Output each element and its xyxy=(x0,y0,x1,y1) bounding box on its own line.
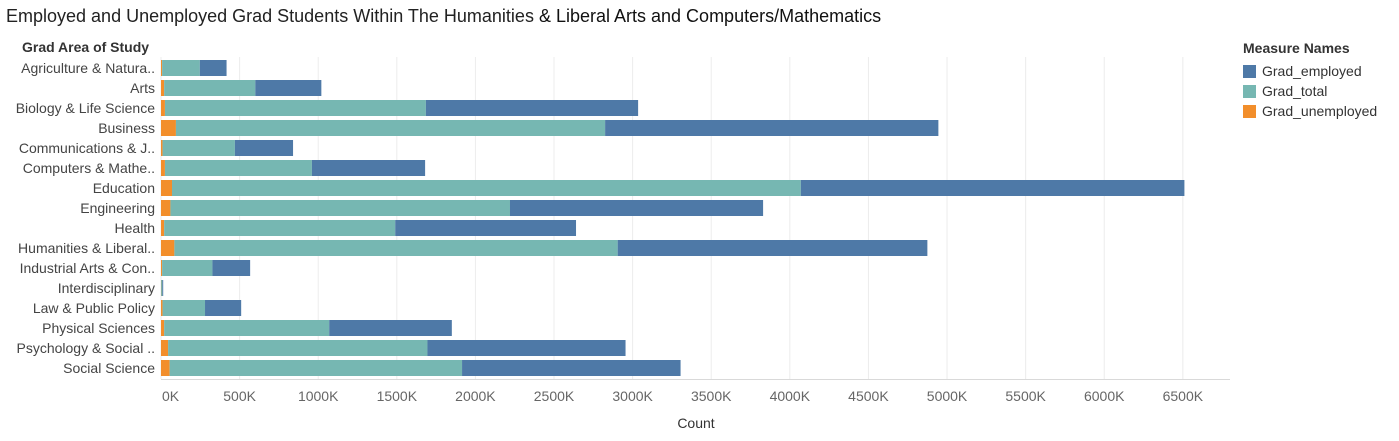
category-label: Interdisciplinary xyxy=(58,280,155,296)
bar-segment[interactable] xyxy=(162,280,164,296)
bar-segment[interactable] xyxy=(164,100,426,116)
bar-segment[interactable] xyxy=(161,100,165,116)
bar-segment[interactable] xyxy=(161,360,170,376)
bar-segment[interactable] xyxy=(161,260,163,276)
category-label: Humanities & Liberal.. xyxy=(18,240,155,256)
bar-segment[interactable] xyxy=(168,340,428,356)
bar-segment[interactable] xyxy=(162,260,213,276)
bar-segment[interactable] xyxy=(161,280,163,296)
bar-segment[interactable] xyxy=(161,300,163,316)
legend-swatch xyxy=(1243,84,1256,98)
bar-segment[interactable] xyxy=(161,80,165,96)
category-label: Health xyxy=(115,220,155,236)
x-tick-label: 5500K xyxy=(1005,388,1046,404)
bar-segment[interactable] xyxy=(161,140,163,156)
x-tick-label: 0K xyxy=(162,388,180,404)
bar-segment[interactable] xyxy=(175,120,606,136)
x-tick-label: 5000K xyxy=(927,388,968,404)
bar-segment[interactable] xyxy=(161,160,165,176)
category-label: Social Science xyxy=(63,360,155,376)
bar-segment[interactable] xyxy=(161,340,169,356)
x-tick-label: 1500K xyxy=(377,388,418,404)
bar-segment[interactable] xyxy=(162,140,235,156)
legend-item[interactable]: Grad_employed xyxy=(1243,61,1377,81)
legend-items: Grad_employed Grad_total Grad_unemployed xyxy=(1243,61,1377,121)
bar-segment[interactable] xyxy=(170,200,510,216)
bar-segment[interactable] xyxy=(164,320,330,336)
legend-label: Grad_unemployed xyxy=(1262,103,1378,119)
x-tick-label: 6500K xyxy=(1163,388,1204,404)
bar-segment[interactable] xyxy=(161,200,171,216)
legend-item[interactable]: Grad_unemployed xyxy=(1243,101,1377,121)
category-label: Computers & Mathe.. xyxy=(23,160,155,176)
bar-segment[interactable] xyxy=(164,220,396,236)
bar-segment[interactable] xyxy=(199,60,227,76)
bar-segment[interactable] xyxy=(161,320,165,336)
bar-segment[interactable] xyxy=(311,160,426,176)
category-label: Agriculture & Natura.. xyxy=(21,60,155,76)
bar-segment[interactable] xyxy=(509,200,764,216)
legend-swatch xyxy=(1243,64,1256,78)
y-axis-title: Grad Area of Study xyxy=(22,39,149,55)
legend-label: Grad_employed xyxy=(1262,63,1362,79)
category-label: Psychology & Social .. xyxy=(16,340,155,356)
category-label: Law & Public Policy xyxy=(33,300,155,316)
bar-segment[interactable] xyxy=(234,140,294,156)
category-label: Engineering xyxy=(80,200,155,216)
chart-title-part1: Employed and Unemployed Grad Students Wi… xyxy=(6,6,534,26)
bar-segment[interactable] xyxy=(212,260,251,276)
x-tick-label: 4500K xyxy=(848,388,889,404)
bar-segment[interactable] xyxy=(205,300,242,316)
bar-segment[interactable] xyxy=(161,60,163,76)
x-tick-label: 4000K xyxy=(770,388,811,404)
bar-segment[interactable] xyxy=(162,60,200,76)
bar-segment[interactable] xyxy=(462,360,681,376)
legend-swatch xyxy=(1243,104,1256,118)
legend: Measure Names Grad_employed Grad_total Gra… xyxy=(1243,40,1377,121)
bar-segment[interactable] xyxy=(161,240,175,256)
bar-segment[interactable] xyxy=(329,320,452,336)
x-axis-title: Count xyxy=(677,415,714,431)
category-label: Education xyxy=(93,180,155,196)
bar-segment[interactable] xyxy=(162,300,206,316)
category-label: Business xyxy=(98,120,155,136)
bar-segment[interactable] xyxy=(172,180,801,196)
x-tick-label: 6000K xyxy=(1084,388,1125,404)
bar-segment[interactable] xyxy=(161,220,165,236)
bar-segment[interactable] xyxy=(161,180,173,196)
bar-segment[interactable] xyxy=(800,180,1185,196)
bar-segment[interactable] xyxy=(164,80,256,96)
bar-segment[interactable] xyxy=(164,160,312,176)
category-label: Communications & J.. xyxy=(19,140,155,156)
bar-segment[interactable] xyxy=(161,120,176,136)
x-tick-label: 1000K xyxy=(298,388,339,404)
legend-label: Grad_total xyxy=(1262,83,1328,99)
chart-title-part2: & Liberal Arts and Computers/Mathematics xyxy=(538,6,882,26)
chart-title: Employed and Unemployed Grad Students Wi… xyxy=(6,6,881,27)
x-tick-label: 3500K xyxy=(691,388,732,404)
bar-segment[interactable] xyxy=(395,220,577,236)
x-tick-label: 2000K xyxy=(455,388,496,404)
legend-item[interactable]: Grad_total xyxy=(1243,81,1377,101)
bar-segment[interactable] xyxy=(169,360,463,376)
category-label: Industrial Arts & Con.. xyxy=(20,260,155,276)
bar-segment[interactable] xyxy=(605,120,939,136)
category-label: Biology & Life Science xyxy=(16,100,156,116)
category-label: Physical Sciences xyxy=(42,320,155,336)
bar-segment[interactable] xyxy=(255,80,322,96)
x-tick-label: 500K xyxy=(223,388,256,404)
bar-segment[interactable] xyxy=(425,100,639,116)
x-tick-label: 2500K xyxy=(534,388,575,404)
bar-chart: Grad Area of Study Agriculture & Natura..… xyxy=(16,39,1230,431)
legend-title: Measure Names xyxy=(1243,40,1350,56)
bar-segment[interactable] xyxy=(617,240,928,256)
bar-segment[interactable] xyxy=(174,240,618,256)
category-label: Arts xyxy=(130,80,155,96)
bar-segment[interactable] xyxy=(427,340,626,356)
x-tick-label: 3000K xyxy=(612,388,653,404)
